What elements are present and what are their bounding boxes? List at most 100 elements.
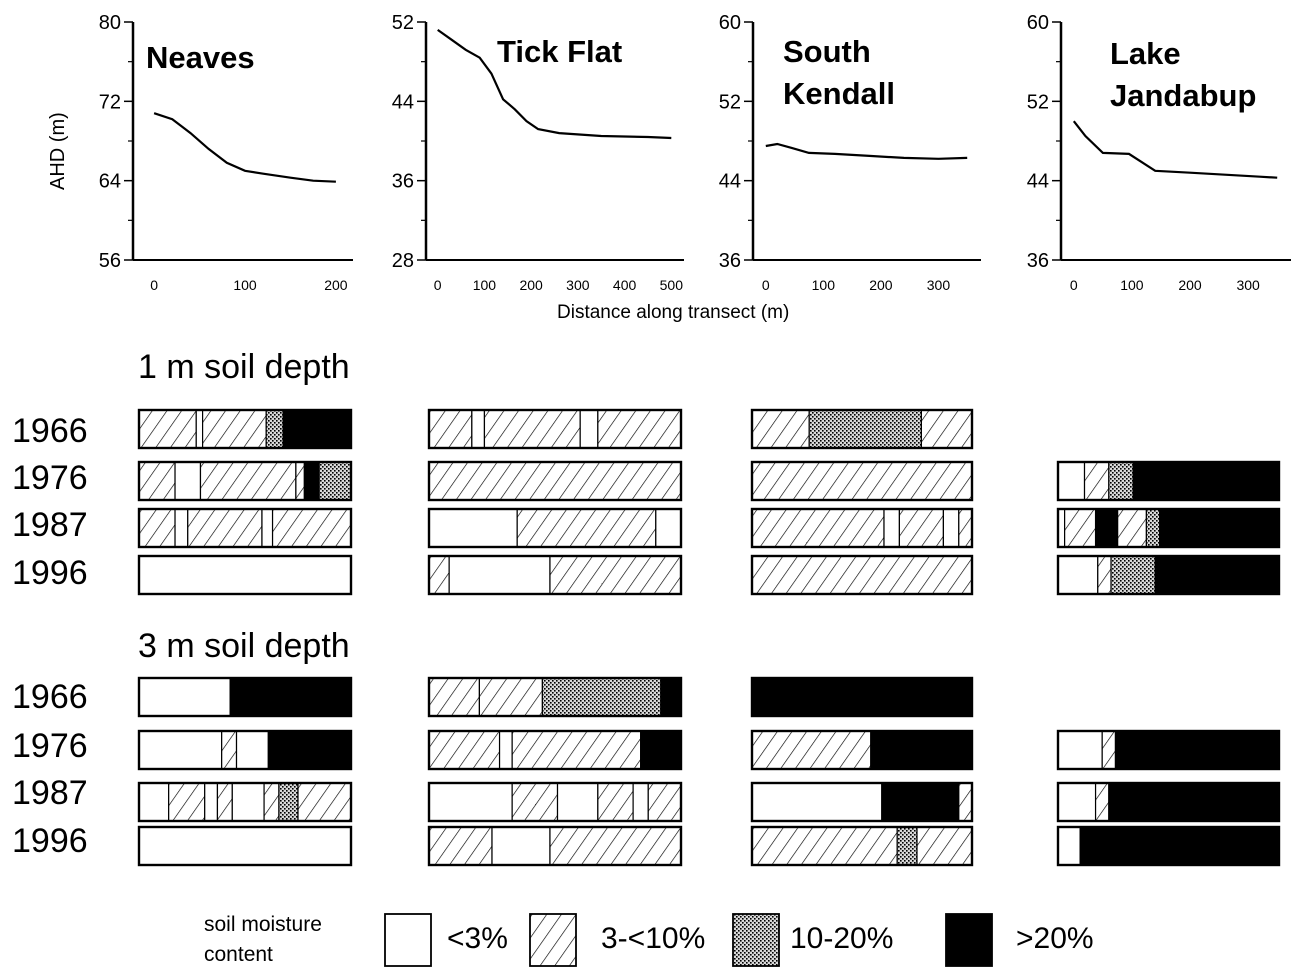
moisture-segment xyxy=(579,409,599,449)
moisture-segment xyxy=(303,461,320,501)
year-label: 1966 xyxy=(12,678,88,716)
moisture-segment xyxy=(1083,461,1110,501)
y-tick-label: 36 xyxy=(719,250,741,272)
moisture-segment xyxy=(195,409,204,449)
moisture-segment xyxy=(261,508,274,548)
bar-outline xyxy=(137,507,353,549)
moisture-bar xyxy=(750,676,974,718)
moisture-bar xyxy=(427,554,683,596)
x-tick-label: 100 xyxy=(812,277,836,293)
bar-outline xyxy=(137,460,353,502)
x-tick-label: 300 xyxy=(927,277,951,293)
bar-outline xyxy=(427,781,683,823)
moisture-bar xyxy=(1056,781,1281,823)
year-label: 1996 xyxy=(12,822,88,860)
bar-outline xyxy=(750,554,974,596)
legend-label-gt20: >20% xyxy=(1016,922,1094,955)
moisture-segment xyxy=(751,508,885,548)
moisture-segment xyxy=(808,409,923,449)
bar-outline xyxy=(1056,460,1281,502)
legend-swatch xyxy=(945,913,993,967)
moisture-bar xyxy=(137,554,353,596)
bar-outline xyxy=(750,729,974,771)
bar-outline xyxy=(750,676,974,718)
y-tick-label: 44 xyxy=(1027,171,1049,193)
moisture-segment xyxy=(229,677,352,717)
profile-title: Jandabup xyxy=(1110,78,1256,113)
x-tick-label: 0 xyxy=(762,277,770,293)
bar-outline xyxy=(427,408,683,450)
moisture-segment xyxy=(1094,782,1110,822)
soil-moisture-bars xyxy=(137,408,1281,867)
moisture-bar xyxy=(1056,825,1281,867)
year-label: 1976 xyxy=(12,459,88,497)
bar-outline xyxy=(750,507,974,549)
profile-title: Neaves xyxy=(146,40,255,75)
legend-swatch xyxy=(529,913,577,967)
moisture-segment xyxy=(1145,508,1161,548)
moisture-segment xyxy=(896,826,918,866)
year-label: 1987 xyxy=(12,506,88,544)
moisture-segment xyxy=(428,730,501,770)
moisture-bar xyxy=(750,781,974,823)
y-tick-label: 52 xyxy=(719,91,741,113)
moisture-segment xyxy=(478,677,543,717)
bar-outline xyxy=(427,825,683,867)
profile-panel: 52 44 36 28 0 100 200 300 400 500 Tick Flat xyxy=(392,12,684,293)
bar-outline xyxy=(137,554,353,596)
x-tick-label: 200 xyxy=(1178,277,1202,293)
moisture-segment xyxy=(138,782,170,822)
moisture-segment xyxy=(231,782,265,822)
legend-label-10to20: 10-20% xyxy=(790,922,894,955)
y-tick-label: 44 xyxy=(719,171,741,193)
x-tick-label: 400 xyxy=(613,277,637,293)
moisture-segment xyxy=(491,826,551,866)
moisture-segment xyxy=(958,782,973,822)
profile-line xyxy=(1072,120,1278,179)
moisture-segment xyxy=(1057,782,1097,822)
moisture-segment xyxy=(428,555,450,595)
moisture-segment xyxy=(511,730,642,770)
moisture-bar xyxy=(427,781,683,823)
moisture-segment xyxy=(1057,461,1086,501)
bar-outline xyxy=(137,676,353,718)
bar-outline xyxy=(427,507,683,549)
moisture-bar xyxy=(427,676,683,718)
moisture-segment xyxy=(282,409,352,449)
bar-outline xyxy=(427,554,683,596)
x-tick-label: 200 xyxy=(869,277,893,293)
moisture-segment xyxy=(199,461,297,501)
moisture-segment xyxy=(1159,508,1280,548)
moisture-segment xyxy=(751,730,872,770)
moisture-segment xyxy=(549,555,682,595)
moisture-segment xyxy=(1110,555,1156,595)
moisture-segment xyxy=(318,461,352,501)
moisture-segment xyxy=(549,826,682,866)
y-tick-label: 44 xyxy=(392,91,414,113)
legend-title-line1: soil moisture xyxy=(204,913,322,936)
x-tick-label: 300 xyxy=(566,277,590,293)
y-tick-label: 36 xyxy=(1027,250,1049,272)
legend-label-3to10: 3-<10% xyxy=(601,922,706,955)
moisture-segment xyxy=(263,782,280,822)
x-tick-label: 300 xyxy=(1236,277,1260,293)
bar-outline xyxy=(427,729,683,771)
moisture-segment xyxy=(640,730,682,770)
moisture-segment xyxy=(647,782,682,822)
y-tick-label: 72 xyxy=(99,91,121,113)
moisture-segment xyxy=(1057,730,1103,770)
moisture-segment xyxy=(920,409,973,449)
moisture-bar xyxy=(137,408,353,450)
bar-outline xyxy=(1056,729,1281,771)
moisture-segment xyxy=(267,730,352,770)
profile-title: Kendall xyxy=(783,76,895,111)
y-tick-label: 60 xyxy=(1027,12,1049,34)
profile-title: Lake xyxy=(1110,36,1181,71)
year-label: 1966 xyxy=(12,412,88,450)
moisture-segment xyxy=(1108,461,1134,501)
moisture-segment xyxy=(138,461,176,501)
moisture-segment xyxy=(597,782,634,822)
x-axis-label: Distance along transect (m) xyxy=(557,302,790,323)
legend-swatch xyxy=(732,913,780,967)
